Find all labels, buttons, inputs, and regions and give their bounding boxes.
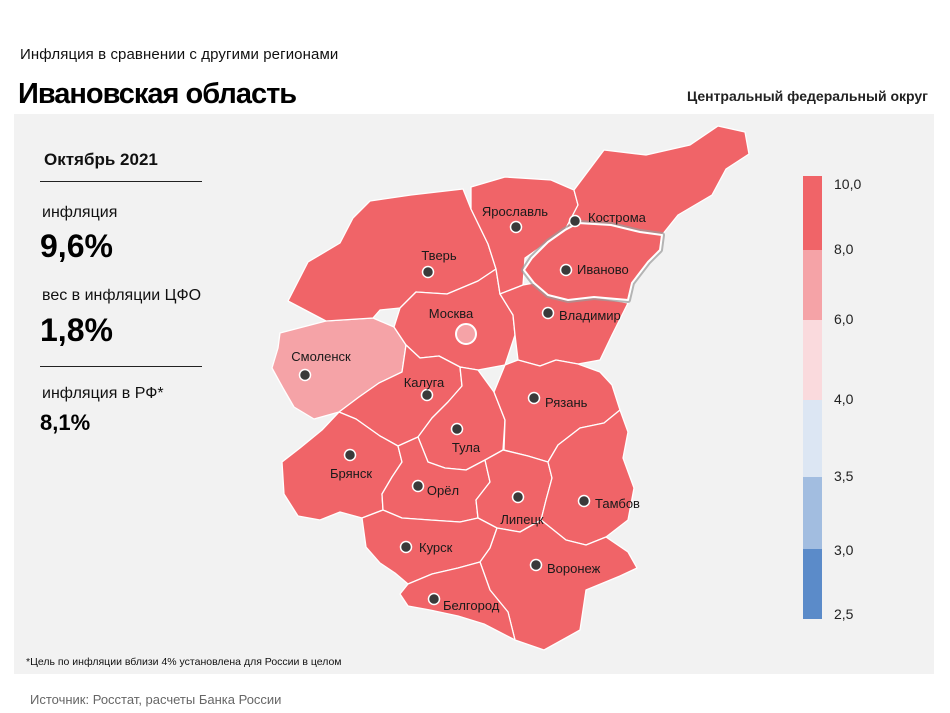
- city-marker-9: [527, 391, 541, 405]
- footnote: *Цель по инфляции вблизи 4% установлена …: [26, 656, 342, 668]
- city-marker-15: [529, 558, 543, 572]
- city-marker-10: [343, 448, 357, 462]
- scale-tick-2: 6,0: [834, 311, 854, 327]
- city-label-7: Калуга: [404, 375, 445, 390]
- city-label-6: Владимир: [559, 308, 621, 323]
- city-marker-12: [511, 490, 525, 504]
- city-marker-0: [298, 368, 312, 382]
- divider-bottom: [40, 366, 202, 367]
- weight-value: 1,8%: [40, 312, 113, 348]
- period-label: Октябрь 2021: [44, 150, 158, 169]
- subtitle: Инфляция в сравнении с другими регионами: [20, 46, 339, 63]
- city-marker-3: [509, 220, 523, 234]
- city-label-4: Кострома: [588, 210, 647, 225]
- region-shape-2: [393, 268, 516, 371]
- rf-inflation-label: инфляция в РФ*: [42, 385, 164, 402]
- city-marker-1: [421, 265, 435, 279]
- divider-top: [40, 181, 202, 182]
- city-label-10: Брянск: [330, 466, 372, 481]
- city-label-3: Ярославль: [482, 204, 548, 219]
- city-marker-16: [427, 592, 441, 606]
- scale-tick-4: 3,5: [834, 468, 854, 484]
- city-label-2: Москва: [429, 306, 474, 321]
- city-label-1: Тверь: [421, 248, 457, 263]
- scale-tick-6: 2,5: [834, 606, 854, 622]
- city-marker-14: [399, 540, 413, 554]
- region-shape-13: [540, 409, 635, 546]
- city-marker-2: [455, 323, 477, 345]
- scale-band-3: [803, 400, 822, 477]
- rf-inflation-value: 8,1%: [40, 410, 91, 435]
- scale-band-0: [803, 176, 822, 250]
- inflation-label: инфляция: [42, 204, 118, 221]
- city-marker-13: [577, 494, 591, 508]
- district-label: Центральный федеральный округ: [686, 88, 928, 104]
- region-shape-16: [399, 561, 516, 641]
- region-shape-highlighted[interactable]: [523, 222, 663, 301]
- city-marker-5: [559, 263, 573, 277]
- city-label-5: Иваново: [577, 262, 629, 277]
- city-markers-layer: Смоленск Тверь Москва Ярославль Кострома Иван…: [291, 204, 646, 613]
- weight-label: вес в инфляции ЦФО: [42, 287, 202, 304]
- city-marker-4: [568, 214, 582, 228]
- city-label-15: Воронеж: [547, 561, 601, 576]
- scale-band-2: [803, 320, 822, 400]
- city-marker-6: [541, 306, 555, 320]
- city-marker-8: [450, 422, 464, 436]
- city-label-12: Липецк: [500, 512, 544, 527]
- city-label-9: Рязань: [545, 395, 588, 410]
- city-label-0: Смоленск: [291, 349, 351, 364]
- scale-tick-5: 3,0: [834, 542, 854, 558]
- scale-tick-1: 8,0: [834, 241, 854, 257]
- scale-tick-3: 4,0: [834, 391, 854, 407]
- scale-band-1: [803, 250, 822, 320]
- scale-tick-0: 10,0: [834, 176, 862, 192]
- regions-layer: [271, 125, 750, 651]
- source-note: Источник: Росстат, расчеты Банка России: [30, 692, 282, 707]
- city-marker-11: [411, 479, 425, 493]
- city-label-16: Белгород: [443, 598, 500, 613]
- city-marker-7: [420, 388, 434, 402]
- inflation-value: 9,6%: [40, 228, 113, 264]
- city-label-11: Орёл: [427, 483, 459, 498]
- scale-band-5: [803, 549, 822, 619]
- scale-band-4: [803, 477, 822, 549]
- page-title: Ивановская область: [18, 78, 297, 110]
- city-label-13: Тамбов: [595, 496, 640, 511]
- city-label-14: Курск: [419, 540, 453, 555]
- city-label-8: Тула: [452, 440, 481, 455]
